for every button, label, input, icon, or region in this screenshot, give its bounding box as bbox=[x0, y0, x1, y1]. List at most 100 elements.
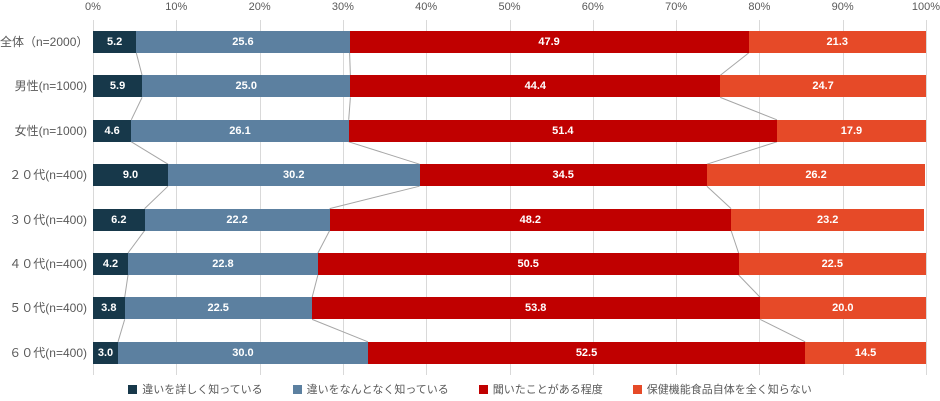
bar-row: 9.0 30.2 34.5 26.2 bbox=[93, 164, 926, 187]
bar-segment: 52.5 bbox=[367, 341, 806, 364]
gridline bbox=[676, 20, 678, 375]
connector-line bbox=[130, 97, 143, 121]
gridline bbox=[176, 20, 178, 375]
legend-label: 聞いたことがある程度 bbox=[492, 384, 603, 396]
category-label: ３０代(n=400) bbox=[9, 212, 87, 227]
bar-segment: 17.9 bbox=[776, 119, 926, 142]
bar-segment: 47.9 bbox=[349, 31, 749, 53]
value-label: 44.4 bbox=[524, 80, 547, 93]
category-label: 女性(n=1000) bbox=[14, 123, 87, 138]
gridline bbox=[259, 20, 261, 375]
value-label: 5.9 bbox=[109, 80, 126, 93]
value-label: 24.7 bbox=[812, 80, 834, 93]
legend-item: 違いをなんとなく知っている bbox=[292, 381, 449, 397]
connector-line bbox=[117, 319, 126, 342]
value-label: 51.4 bbox=[552, 124, 574, 137]
value-label: 22.5 bbox=[821, 258, 843, 270]
value-label: 22.8 bbox=[212, 258, 234, 270]
category-label: 全体（n=2000） bbox=[0, 35, 89, 49]
category-label: 男性(n=1000) bbox=[14, 79, 87, 94]
connector-line bbox=[311, 318, 369, 343]
bar-row: 4.6 26.1 51.4 17.9 bbox=[93, 119, 926, 142]
value-label: 25.0 bbox=[235, 80, 257, 93]
x-axis-tick-label: 20% bbox=[248, 1, 271, 13]
bar-segment: 34.5 bbox=[419, 164, 707, 187]
gridline bbox=[342, 20, 344, 375]
bar-segment: 22.8 bbox=[127, 253, 318, 275]
connector-line bbox=[706, 141, 778, 165]
value-label: 9.0 bbox=[122, 169, 139, 182]
value-label: 3.0 bbox=[97, 346, 114, 359]
legend-item: 保健機能食品自体を全く知らない bbox=[632, 381, 812, 397]
bar-segment: 44.4 bbox=[350, 75, 721, 98]
bar-row: 3.0 30.0 52.5 14.5 bbox=[93, 341, 926, 364]
bar-segment: 5.9 bbox=[93, 75, 143, 98]
bar-row: 4.2 22.8 50.5 22.5 bbox=[93, 253, 926, 275]
legend-marker-icon bbox=[478, 384, 488, 394]
x-axis-tick-label: 40% bbox=[415, 1, 438, 13]
x-axis-tick-label: 50% bbox=[498, 1, 521, 13]
x-axis-tick-label: 30% bbox=[331, 1, 354, 13]
bar-segment: 21.3 bbox=[748, 31, 926, 53]
value-label: 20.0 bbox=[832, 302, 854, 315]
bar-segment: 25.6 bbox=[136, 31, 350, 53]
value-label: 22.2 bbox=[226, 213, 248, 226]
bar-segment: 22.5 bbox=[124, 297, 312, 320]
gridline bbox=[759, 20, 761, 375]
value-label: 47.9 bbox=[538, 36, 560, 48]
x-axis-tick-label: 60% bbox=[581, 1, 604, 13]
bar-segment: 24.7 bbox=[720, 75, 926, 98]
bar-row: 5.9 25.0 44.4 24.7 bbox=[93, 75, 926, 98]
bar-segment: 26.1 bbox=[131, 119, 349, 142]
connector-line bbox=[317, 230, 331, 254]
x-axis-tick-label: 100% bbox=[911, 1, 940, 13]
x-axis-tick-label: 90% bbox=[831, 1, 854, 13]
bar-segment: 22.2 bbox=[144, 208, 330, 231]
value-label: 53.8 bbox=[525, 302, 547, 315]
gridline bbox=[926, 20, 927, 375]
connector-line bbox=[311, 274, 319, 298]
bar-segment: 3.0 bbox=[93, 341, 118, 364]
connector-line bbox=[124, 274, 129, 298]
bar-row: 6.2 22.2 48.2 23.2 bbox=[93, 208, 926, 231]
bar-segment: 50.5 bbox=[317, 253, 739, 275]
bar-segment: 25.0 bbox=[142, 75, 351, 98]
gridline bbox=[842, 20, 844, 375]
bar-segment: 23.2 bbox=[731, 208, 925, 231]
connector-line bbox=[759, 318, 806, 343]
connector-line bbox=[131, 141, 169, 165]
legend-marker-icon bbox=[128, 384, 138, 394]
legend: 違いを詳しく知っている 違いをなんとなく知っている 聞いたことがある程度 保健機能食品… bbox=[0, 381, 940, 397]
value-label: 6.2 bbox=[111, 213, 127, 226]
value-label: 21.3 bbox=[826, 36, 848, 48]
series-connector-lines bbox=[117, 52, 806, 343]
bar-segment: 53.8 bbox=[311, 297, 760, 320]
connector-line bbox=[719, 52, 749, 76]
connector-line bbox=[706, 185, 732, 209]
category-label: ５０代(n=400) bbox=[9, 301, 87, 316]
connector-line bbox=[738, 274, 761, 298]
legend-marker-icon bbox=[632, 384, 642, 394]
value-label: 3.8 bbox=[101, 302, 117, 315]
connector-line bbox=[349, 52, 351, 76]
bar-segment: 3.8 bbox=[93, 297, 125, 320]
value-label: 25.6 bbox=[232, 36, 254, 48]
legend-label: 保健機能食品自体を全く知らない bbox=[646, 384, 812, 396]
bar-segment: 4.6 bbox=[93, 119, 132, 142]
gridline bbox=[426, 20, 428, 375]
bar-segment: 48.2 bbox=[329, 208, 732, 231]
connector-line bbox=[144, 185, 169, 209]
x-axis-tick-label: 70% bbox=[665, 1, 688, 13]
category-label: ６０代(n=400) bbox=[9, 345, 87, 360]
bar-segment: 30.2 bbox=[167, 164, 420, 187]
connector-line bbox=[135, 52, 143, 76]
bar-segment: 30.0 bbox=[117, 341, 368, 364]
value-label: 48.2 bbox=[519, 213, 542, 226]
bar-segment: 9.0 bbox=[93, 164, 168, 187]
connector-line bbox=[720, 96, 778, 121]
value-label: 23.2 bbox=[816, 213, 839, 226]
bar-segment: 22.5 bbox=[738, 253, 926, 275]
legend-item: 違いを詳しく知っている bbox=[128, 381, 263, 397]
bar-row: 5.2 25.6 47.9 21.3 bbox=[93, 31, 926, 53]
